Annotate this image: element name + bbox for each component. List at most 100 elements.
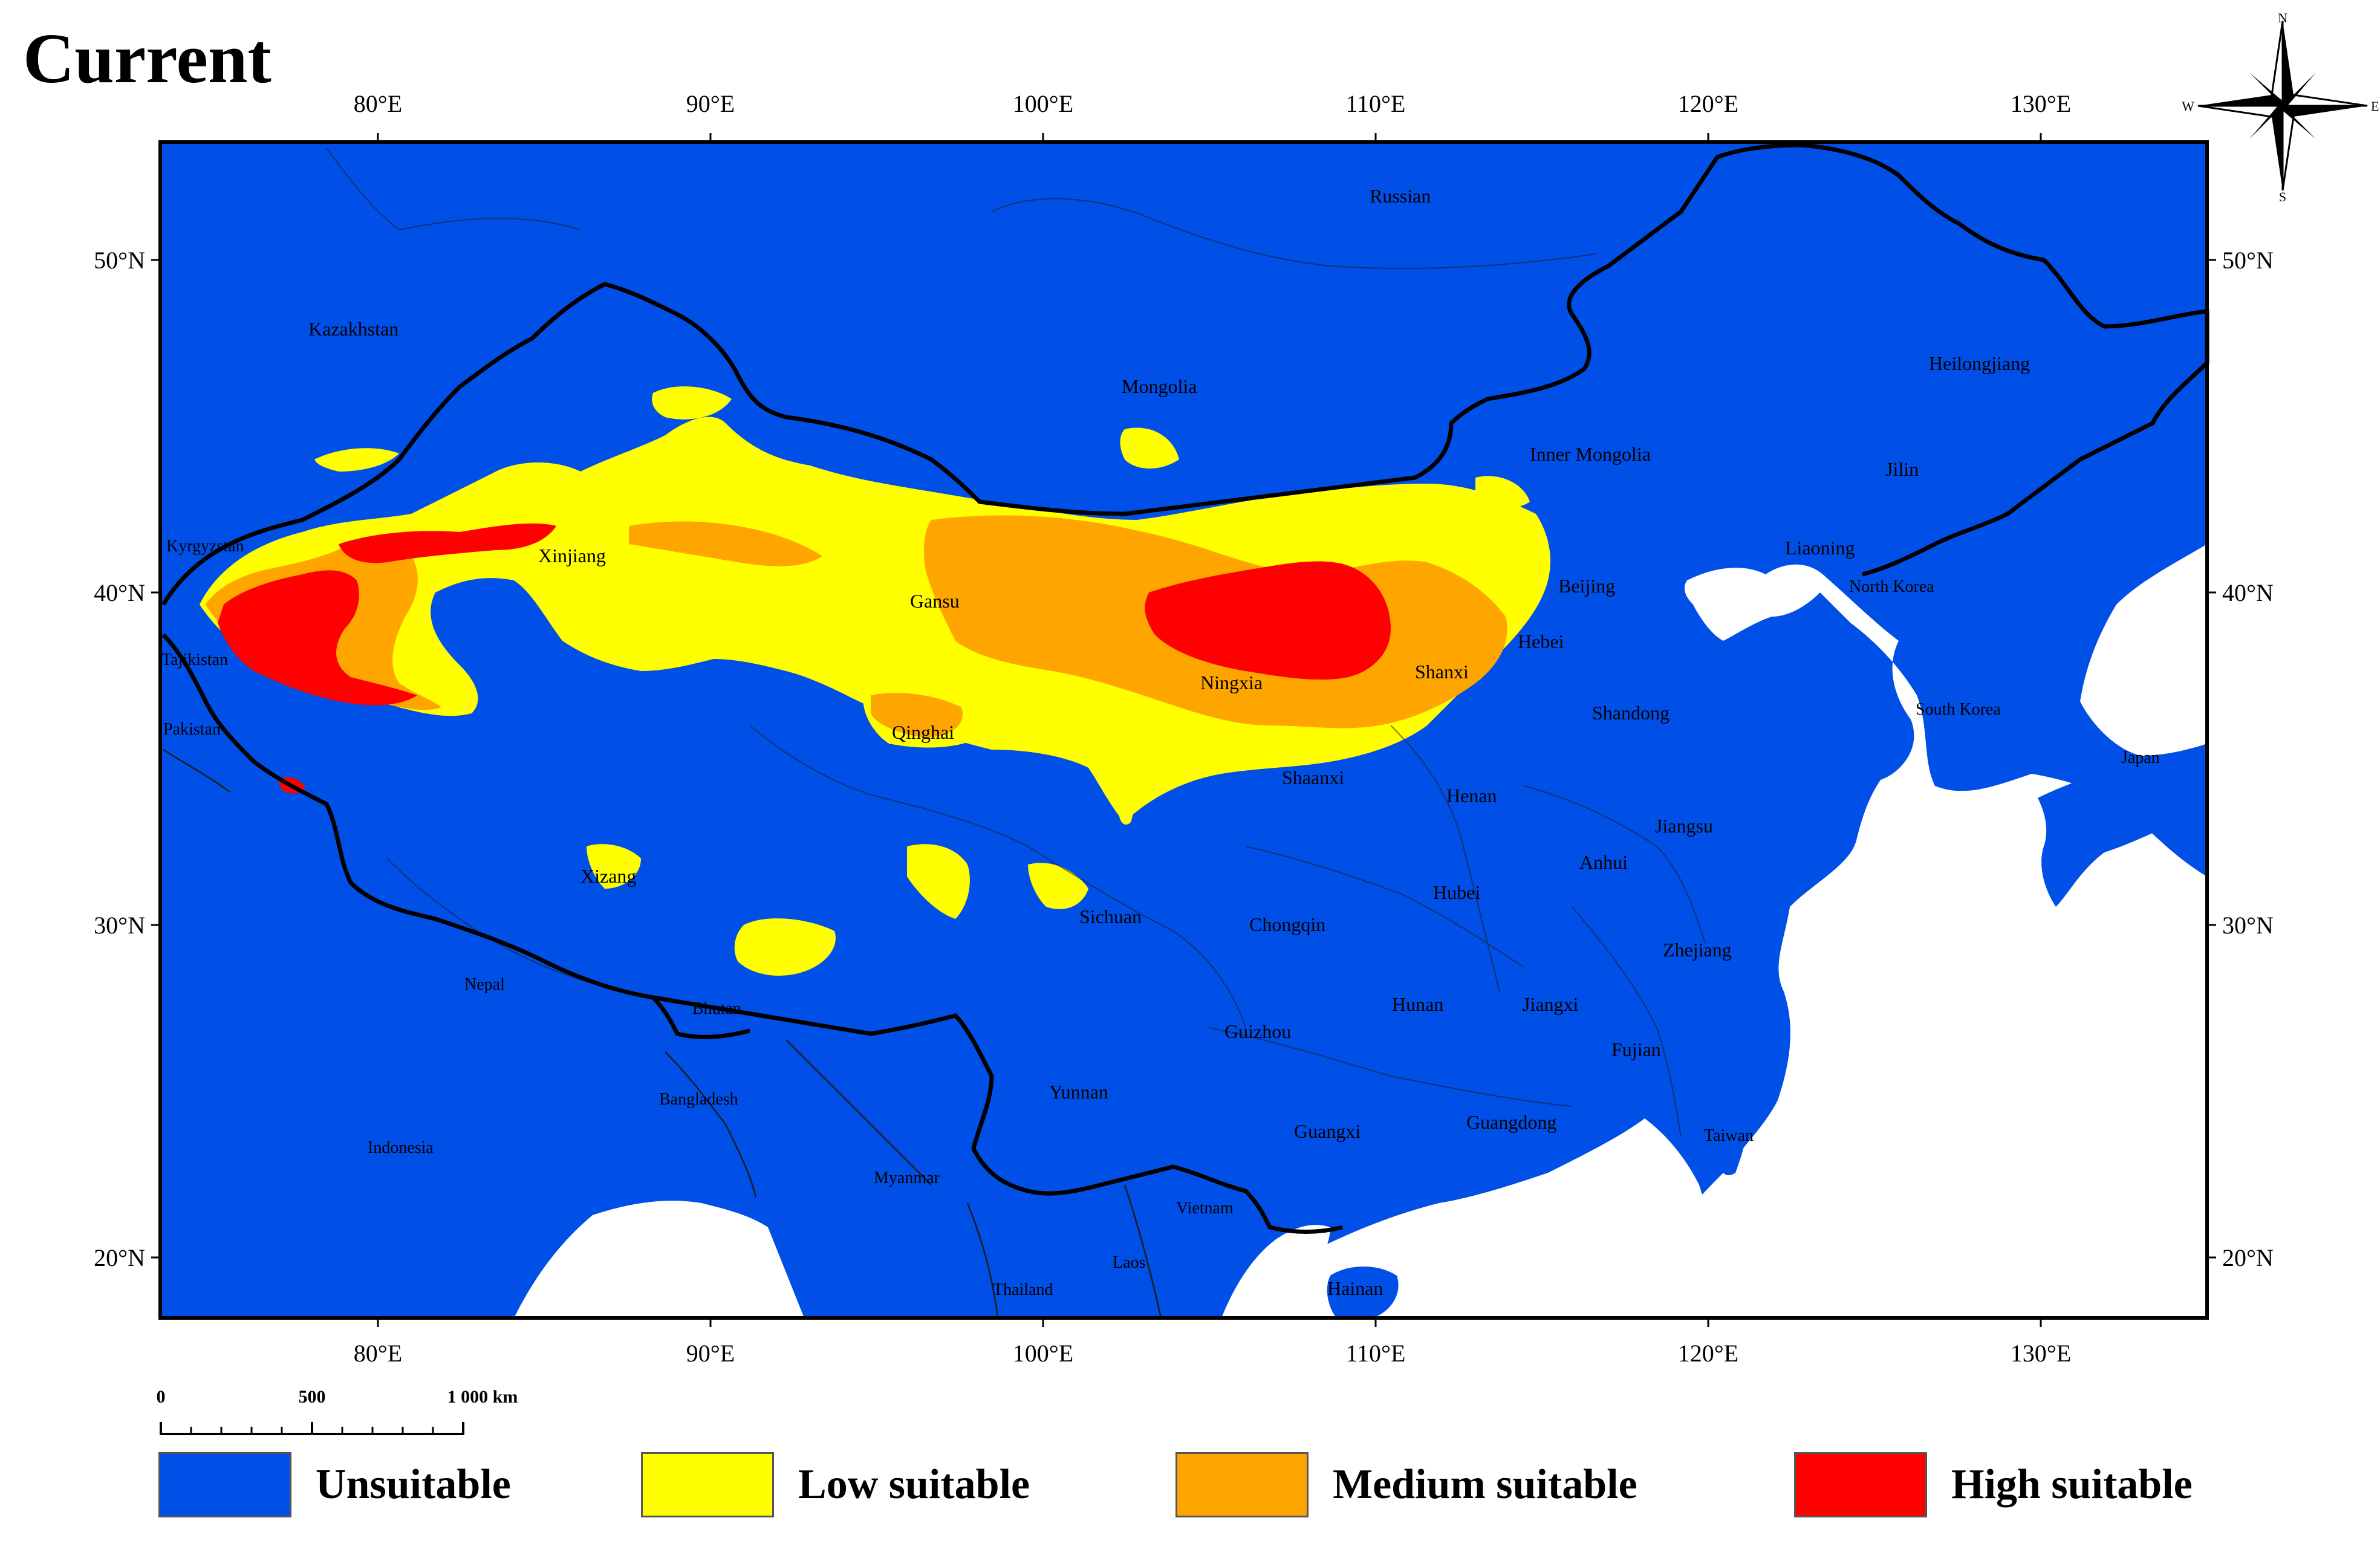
label-pakistan: Pakistan	[163, 720, 221, 739]
scale-bar: 0 500 1 000 km	[157, 1387, 518, 1435]
map-frame	[158, 140, 2209, 1320]
label-fujian: Fujian	[1611, 1039, 1661, 1060]
label-south-korea: South Korea	[1916, 700, 2001, 719]
label-guangdong: Guangdong	[1466, 1111, 1556, 1133]
label-qinghai: Qinghai	[892, 721, 954, 743]
label-hebei: Hebei	[1518, 631, 1564, 652]
lat-label-right-40: 40°N	[2222, 579, 2274, 606]
label-jiangsu: Jiangsu	[1655, 815, 1713, 837]
label-hunan: Hunan	[1392, 993, 1443, 1015]
taiwan-island	[1716, 1085, 1751, 1175]
label-sichuan: Sichuan	[1079, 906, 1142, 927]
compass-s: S	[2279, 189, 2286, 204]
label-shanxi: Shanxi	[1415, 661, 1469, 683]
legend-swatch-medium	[1175, 1452, 1309, 1517]
legend-label-unsuitable: Unsuitable	[316, 1461, 511, 1508]
label-kyrgyzstan: Kyrgyzstan	[166, 537, 244, 556]
label-hainan: Hainan	[1327, 1277, 1383, 1299]
label-yunnan: Yunnan	[1049, 1081, 1108, 1103]
legend-item-medium: Medium suitable	[1175, 1449, 1637, 1521]
hainan-island	[1327, 1267, 1399, 1318]
label-myanmar: Myanmar	[874, 1169, 940, 1187]
label-mongolia: Mongolia	[1122, 375, 1197, 397]
lat-label-right-20: 20°N	[2222, 1244, 2274, 1271]
legend-item-unsuitable: Unsuitable	[158, 1449, 511, 1521]
label-kazakhstan: Kazakhstan	[308, 318, 398, 340]
label-nepal: Nepal	[464, 975, 505, 994]
legend-label-low: Low suitable	[798, 1461, 1030, 1508]
lon-label-top-90: 90°E	[686, 90, 735, 117]
lat-label-left-30: 30°N	[94, 912, 145, 939]
suitability-high	[218, 523, 1391, 794]
legend-swatch-unsuitable	[158, 1452, 291, 1517]
lon-label-top-100: 100°E	[1013, 90, 1073, 117]
lat-label-left-40: 40°N	[94, 579, 145, 606]
lat-label-right-30: 30°N	[2222, 912, 2274, 939]
lat-label-left-50: 50°N	[94, 247, 145, 274]
korean-peninsula	[1899, 602, 2038, 784]
legend-label-medium: Medium suitable	[1333, 1461, 1637, 1508]
latitude-ticks	[151, 259, 2216, 1259]
lon-label-bottom-90: 90°E	[686, 1340, 735, 1367]
lon-label-bottom-130: 130°E	[2011, 1340, 2071, 1367]
legend-item-low: Low suitable	[641, 1449, 1030, 1521]
lon-label-bottom-120: 120°E	[1678, 1340, 1738, 1367]
label-guangxi: Guangxi	[1294, 1120, 1361, 1142]
label-laos: Laos	[1113, 1253, 1145, 1272]
lon-label-top-110: 110°E	[1346, 90, 1406, 117]
label-guizhou: Guizhou	[1224, 1020, 1291, 1042]
label-thailand: Thailand	[993, 1280, 1053, 1299]
label-xinjiang: Xinjiang	[538, 545, 606, 566]
legend-swatch-low	[641, 1452, 774, 1517]
place-labels: Russian Kazakhstan Mongolia Heilongjiang…	[161, 185, 2160, 1299]
label-zhejiang: Zhejiang	[1663, 939, 1732, 961]
north-arrow-icon: N S E W	[2182, 10, 2379, 204]
label-hubei: Hubei	[1433, 881, 1480, 903]
lon-label-bottom-80: 80°E	[354, 1340, 402, 1367]
label-north-korea: North Korea	[1849, 577, 1934, 596]
sea-of-japan	[2080, 544, 2207, 756]
label-anhui: Anhui	[1579, 851, 1628, 873]
label-indonesia: Indonesia	[368, 1138, 434, 1157]
japan-islands	[2038, 750, 2207, 907]
legend-item-high: High suitable	[1794, 1449, 2193, 1521]
label-japan: Japan	[2121, 748, 2160, 767]
lon-label-top-130: 130°E	[2011, 90, 2071, 117]
label-vietnam: Vietnam	[1176, 1199, 1234, 1218]
label-ningxia: Ningxia	[1200, 672, 1263, 693]
label-tajikistan: Tajikistan	[161, 650, 228, 669]
label-bangladesh: Bangladesh	[659, 1090, 738, 1109]
label-henan: Henan	[1446, 785, 1497, 806]
compass-e: E	[2371, 99, 2379, 114]
longitude-ticks-bottom	[377, 1318, 2042, 1327]
legend-label-high: High suitable	[1951, 1461, 2193, 1508]
label-russian: Russian	[1370, 185, 1431, 207]
label-beijing: Beijing	[1558, 575, 1615, 597]
lon-label-top-120: 120°E	[1678, 90, 1738, 117]
label-jiangxi: Jiangxi	[1523, 993, 1579, 1015]
label-bhutan: Bhutan	[692, 999, 741, 1018]
scale-label-500: 500	[299, 1387, 326, 1407]
compass-w: W	[2182, 99, 2194, 114]
legend-swatch-high	[1794, 1452, 1927, 1517]
label-shaanxi: Shaanxi	[1282, 767, 1344, 788]
map-title: Current	[23, 19, 271, 98]
scale-label-0: 0	[157, 1387, 166, 1407]
label-shandong: Shandong	[1592, 702, 1670, 724]
neighbour-boundaries	[163, 748, 1162, 1319]
legend: Unsuitable Low suitable Medium suitable …	[158, 1449, 2214, 1521]
bay-of-bengal	[514, 1201, 804, 1318]
compass-n: N	[2278, 10, 2287, 25]
lon-label-bottom-110: 110°E	[1346, 1340, 1406, 1367]
longitude-ticks-top	[377, 133, 2042, 142]
label-jilin: Jilin	[1885, 458, 1919, 480]
label-gansu: Gansu	[910, 590, 960, 612]
label-xizang: Xizang	[580, 865, 636, 887]
lat-label-left-20: 20°N	[94, 1244, 145, 1271]
label-liaoning: Liaoning	[1785, 537, 1855, 559]
yellow-sea-bohai-east-china-sea	[1651, 564, 2207, 1318]
label-inner-mongolia: Inner Mongolia	[1530, 443, 1651, 465]
national-border	[161, 143, 2209, 1234]
